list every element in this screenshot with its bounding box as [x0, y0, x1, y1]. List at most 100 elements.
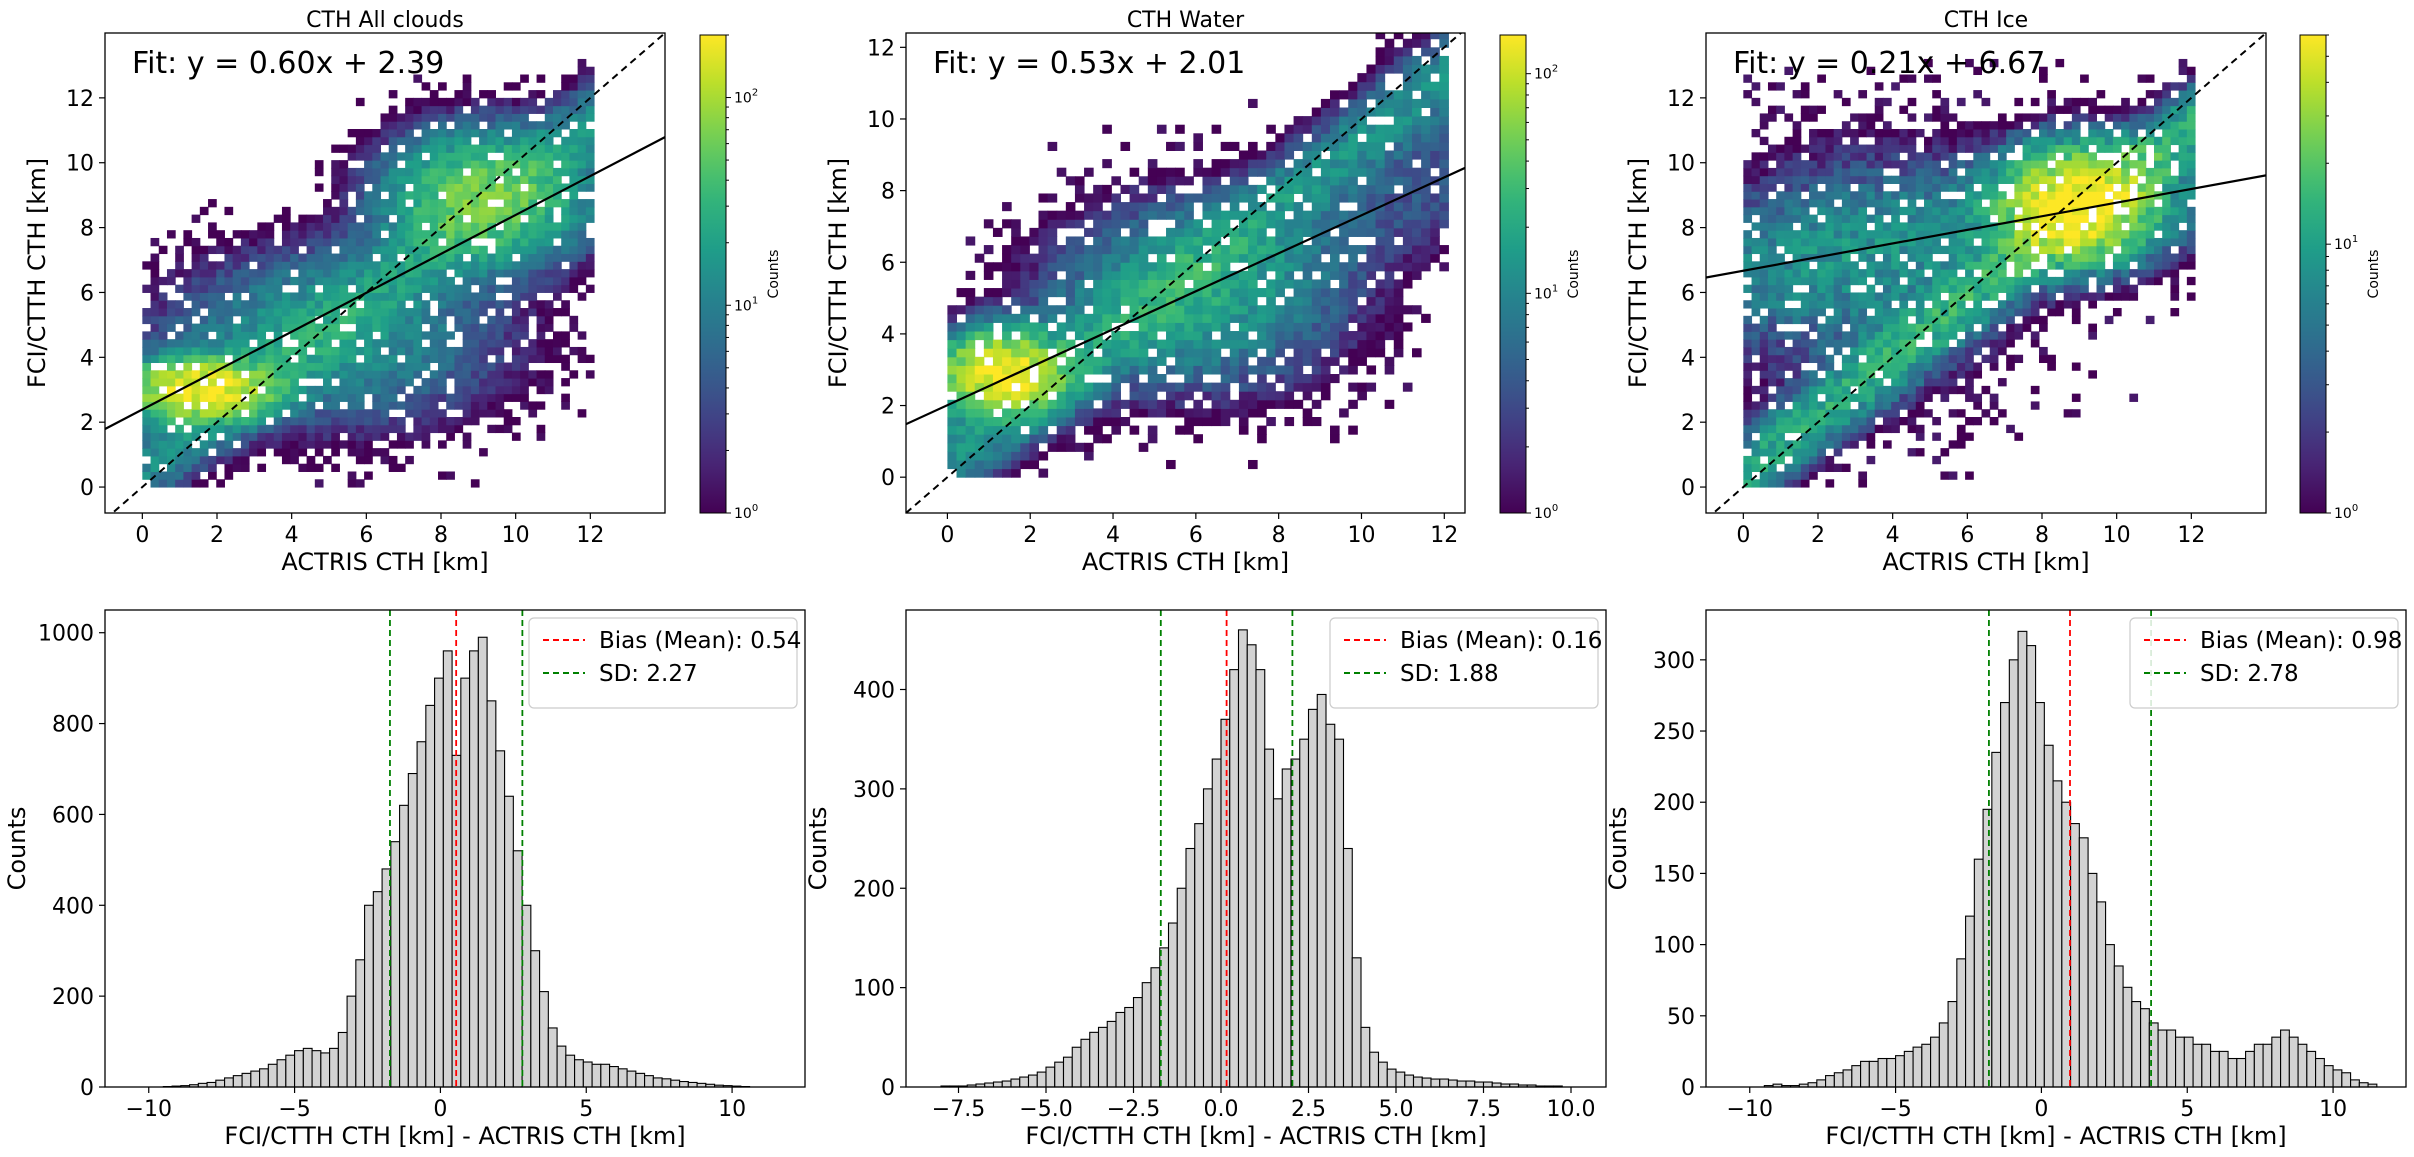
heatmap-cell	[1220, 262, 1231, 272]
heatmap-cell	[446, 253, 455, 262]
heatmap-cell	[1302, 374, 1313, 384]
heatmap-cell	[561, 300, 570, 309]
heatmap-cell	[1858, 339, 1868, 348]
heatmap-cell	[355, 206, 365, 216]
heatmap-cell	[1402, 270, 1413, 280]
heatmap-cell	[2063, 269, 2073, 278]
heatmap-cell	[503, 191, 513, 200]
heatmap-cell	[1111, 348, 1121, 358]
heatmap-cell	[585, 152, 595, 161]
heatmap-cell	[561, 222, 570, 231]
heatmap-cell	[183, 292, 193, 301]
plot-frame	[104, 32, 666, 514]
heatmap-cell	[232, 393, 242, 402]
heatmap-cell	[1792, 167, 1802, 177]
heatmap-cell	[992, 305, 1003, 315]
heatmap-cell	[487, 401, 497, 410]
heatmap-cell	[208, 463, 217, 472]
heatmap-cell	[544, 385, 554, 395]
heatmap-cell	[1330, 245, 1340, 255]
heatmap-cell	[2006, 245, 2015, 255]
heatmap-cell	[2014, 308, 2024, 317]
heatmap-cell	[142, 378, 152, 387]
heatmap-cell	[1339, 279, 1349, 289]
heatmap-cell	[1147, 159, 1158, 169]
heatmap-cell	[1809, 393, 1818, 402]
heatmap-cell	[965, 296, 976, 306]
heatmap-cell	[150, 370, 160, 379]
heatmap-cell	[454, 378, 464, 387]
heatmap-cell	[175, 315, 184, 325]
x-tick-label: 12	[576, 523, 604, 548]
heatmap-cell	[1981, 214, 1991, 223]
heatmap-cell	[1238, 288, 1249, 298]
heatmap-cell	[1784, 230, 1794, 239]
heatmap-cell	[1833, 339, 1843, 348]
heatmap-cell	[1020, 296, 1030, 306]
heatmap-cell	[487, 97, 497, 107]
heatmap-cell	[1973, 206, 1983, 216]
heatmap-cell	[1393, 133, 1404, 143]
heatmap-cell	[1411, 73, 1422, 83]
heatmap-cell	[1825, 463, 1835, 472]
heatmap-cell	[1330, 202, 1340, 212]
heatmap-cell	[577, 167, 587, 177]
heatmap-cell	[1841, 385, 1851, 395]
heatmap-cell	[1743, 378, 1753, 387]
heatmap-cell	[495, 214, 505, 223]
heatmap-cell	[257, 409, 267, 418]
heatmap-cell	[528, 160, 538, 169]
heatmap-cell	[1907, 417, 1917, 426]
heatmap-cell	[1357, 348, 1367, 358]
heatmap-cell	[1792, 424, 1802, 434]
heatmap-cell	[306, 253, 316, 262]
heatmap-cell	[1074, 288, 1085, 298]
heatmap-cell	[1084, 210, 1094, 220]
heatmap-cell	[553, 354, 562, 364]
heatmap-cell	[1965, 323, 1974, 332]
heatmap-cell	[1411, 116, 1422, 126]
heatmap-cell	[1229, 227, 1240, 237]
heatmap-cell	[577, 261, 587, 270]
heatmap-cell	[1874, 261, 1884, 270]
heatmap-cell	[2022, 245, 2032, 255]
heatmap-cell	[520, 276, 529, 286]
heatmap-cell	[1184, 236, 1194, 246]
heatmap-cell	[1411, 107, 1422, 117]
heatmap-cell	[1874, 354, 1884, 364]
heatmap-cell	[1393, 339, 1404, 349]
heatmap-cell	[1147, 202, 1158, 212]
heatmap-cell	[1792, 409, 1802, 418]
heatmap-cell	[413, 144, 423, 153]
heatmap-cell	[1882, 323, 1892, 332]
heatmap-cell	[290, 292, 299, 301]
heatmap-cell	[347, 378, 357, 387]
heatmap-cell	[1866, 323, 1876, 332]
heatmap-cell	[974, 382, 985, 392]
heatmap-cell	[290, 440, 299, 449]
heatmap-cell	[347, 206, 357, 216]
heatmap-cell	[1029, 434, 1040, 444]
heatmap-cell	[1266, 150, 1276, 160]
heatmap-cell	[1833, 417, 1843, 426]
heatmap-cell	[1792, 417, 1802, 426]
heatmap-cell	[1229, 365, 1240, 375]
heatmap-cell	[1111, 365, 1121, 375]
heatmap-cell	[1111, 391, 1121, 401]
heatmap-cell	[1020, 382, 1030, 392]
heatmap-cell	[413, 152, 423, 161]
heatmap-cell	[1948, 113, 1958, 122]
heatmap-cell	[1430, 33, 1440, 40]
heatmap-cell	[438, 393, 447, 402]
heatmap-cell	[569, 167, 579, 177]
heatmap-cell	[421, 424, 431, 434]
heatmap-cell	[372, 222, 382, 231]
heatmap-cell	[1940, 385, 1950, 395]
heatmap-cell	[1166, 313, 1176, 323]
heatmap-cell	[1784, 315, 1794, 325]
heatmap-cell	[1184, 288, 1194, 298]
heatmap-cell	[1320, 107, 1331, 117]
heatmap-cell	[1759, 424, 1769, 434]
heatmap-cell	[347, 315, 357, 325]
heatmap-cell	[2022, 152, 2032, 161]
